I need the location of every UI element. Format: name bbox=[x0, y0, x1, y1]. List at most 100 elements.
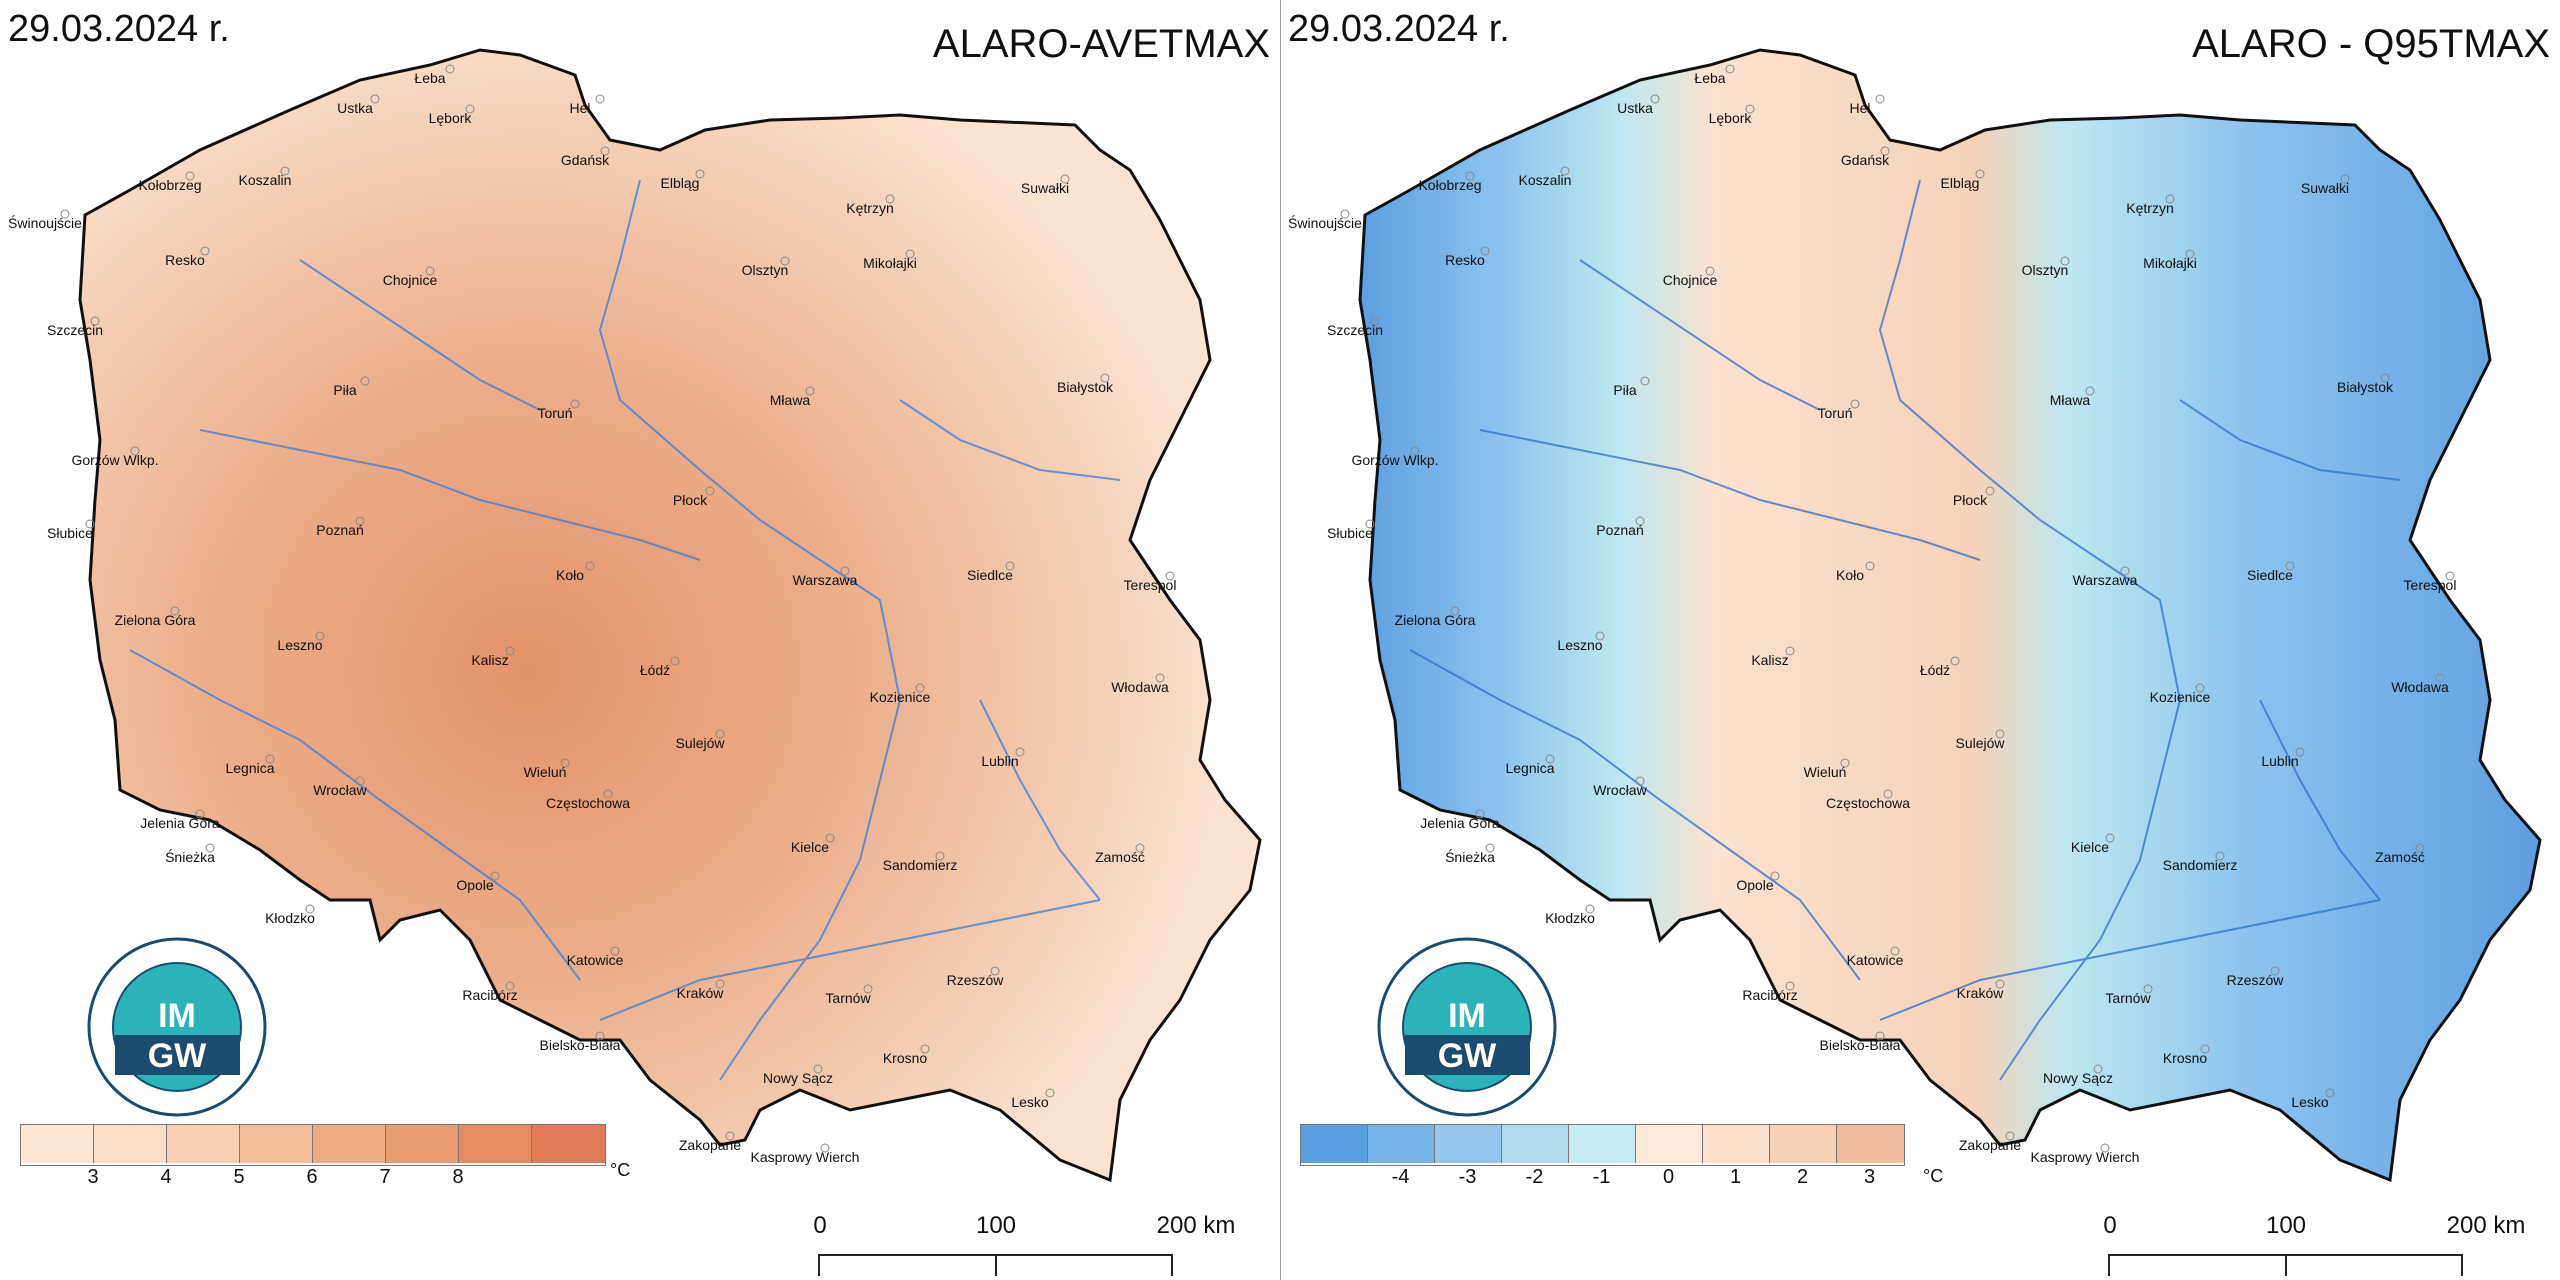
city-label: Leszno bbox=[277, 637, 322, 653]
legend-tick-label: 2 bbox=[1796, 1166, 1809, 1188]
city-label: Sandomierz bbox=[2163, 857, 2238, 873]
city-label: Gorzów Wlkp. bbox=[1351, 452, 1438, 468]
city-label: Tarnów bbox=[2105, 990, 2151, 1006]
legend-swatch bbox=[1301, 1125, 1368, 1163]
city-marker bbox=[1985, 486, 1995, 496]
city-label: Mława bbox=[2050, 392, 2091, 408]
scale-label-200: 200 km bbox=[2446, 1212, 2526, 1239]
city-marker bbox=[185, 171, 195, 181]
city-marker bbox=[1785, 981, 1795, 991]
city-marker bbox=[1155, 673, 1165, 683]
city-marker bbox=[280, 166, 290, 176]
city-label: Kętrzyn bbox=[846, 200, 893, 216]
city-label: Szczecin bbox=[1327, 322, 1383, 338]
city-marker bbox=[2093, 1064, 2103, 1074]
city-labels: Łeba Ustka Lębork Hel Gdańsk Kołobrzeg Koszali… bbox=[1288, 64, 2456, 1165]
city-marker bbox=[1770, 871, 1780, 881]
city-label: Sandomierz bbox=[883, 857, 958, 873]
city-marker bbox=[695, 169, 705, 179]
city-label: Lębork bbox=[429, 110, 473, 126]
city-label: Kętrzyn bbox=[2126, 200, 2173, 216]
city-marker bbox=[595, 94, 605, 104]
city-label: Częstochowa bbox=[546, 795, 630, 811]
legend-swatch bbox=[1770, 1125, 1837, 1163]
city-marker bbox=[1995, 729, 2005, 739]
legend-ticks: 3 4 5 6 7 8 bbox=[20, 1166, 720, 1196]
poland-outline bbox=[1358, 48, 2542, 1183]
city-label: Legnica bbox=[1505, 760, 1554, 776]
city-marker bbox=[1365, 519, 1375, 529]
city-marker bbox=[1950, 656, 1960, 666]
legend-swatch bbox=[459, 1125, 532, 1163]
city-marker bbox=[85, 519, 95, 529]
legend-tick-label: 7 bbox=[379, 1166, 391, 1188]
city-label: Resko bbox=[1445, 252, 1485, 268]
city-marker bbox=[1370, 316, 1380, 326]
city-label: Świnoujście bbox=[1288, 214, 1362, 231]
city-label: Chojnice bbox=[1663, 272, 1718, 288]
city-label: Katowice bbox=[567, 952, 624, 968]
city-marker bbox=[1635, 516, 1645, 526]
city-marker bbox=[1785, 646, 1795, 656]
city-label: Mława bbox=[770, 392, 811, 408]
city-label: Suwałki bbox=[2301, 180, 2349, 196]
city-label: Elbląg bbox=[661, 175, 700, 191]
city-marker bbox=[705, 486, 715, 496]
city-marker bbox=[1995, 979, 2005, 989]
city-marker bbox=[90, 316, 100, 326]
city-marker bbox=[863, 984, 873, 994]
city-marker bbox=[1060, 174, 1070, 184]
legend-tick-label: -4 bbox=[1391, 1166, 1410, 1188]
city-label: Koszalin bbox=[239, 172, 292, 188]
city-marker bbox=[2415, 843, 2425, 853]
panel-q95tmax: Łeba Ustka Lębork Hel Gdańsk Kołobrzeg Koszali… bbox=[1280, 0, 2560, 1280]
city-label: Legnica bbox=[225, 760, 274, 776]
city-label: Koszalin bbox=[1519, 172, 1572, 188]
city-label: Suwałki bbox=[1021, 180, 1069, 196]
city-marker bbox=[1480, 246, 1490, 256]
city-label: Słubice bbox=[47, 525, 93, 541]
city-marker bbox=[610, 946, 620, 956]
scale-label-100: 100 bbox=[2265, 1212, 2307, 1239]
city-label: Lublin bbox=[981, 753, 1018, 769]
city-marker bbox=[935, 851, 945, 861]
city-marker bbox=[2435, 673, 2445, 683]
city-marker bbox=[1560, 166, 1570, 176]
city-marker bbox=[1015, 747, 1025, 757]
scale-label-0: 0 bbox=[2103, 1212, 2117, 1239]
city-marker bbox=[1045, 1088, 1055, 1098]
city-label: Poznań bbox=[1596, 522, 1643, 538]
city-marker bbox=[2105, 833, 2115, 843]
city-label: Warszawa bbox=[2073, 572, 2138, 588]
legend-swatch bbox=[313, 1125, 386, 1163]
city-marker bbox=[130, 446, 140, 456]
city-marker bbox=[1545, 754, 1555, 764]
city-label: Rzeszów bbox=[947, 972, 1005, 988]
city-marker bbox=[2445, 571, 2455, 581]
city-label: Rzeszów bbox=[2227, 972, 2285, 988]
city-label: Resko bbox=[165, 252, 205, 268]
city-label: Słubice bbox=[1327, 525, 1373, 541]
city-label: Racibórz bbox=[462, 987, 517, 1003]
city-marker bbox=[820, 1143, 830, 1153]
svg-text:IM: IM bbox=[158, 997, 196, 1035]
city-marker bbox=[1135, 843, 1145, 853]
imgw-logo-icon: IM GW bbox=[1377, 937, 1557, 1117]
city-marker bbox=[490, 871, 500, 881]
city-marker bbox=[1635, 776, 1645, 786]
scale-tick bbox=[2461, 1254, 2463, 1276]
city-label: Tarnów bbox=[825, 990, 871, 1006]
city-marker bbox=[1005, 561, 1015, 571]
legend-swatch bbox=[21, 1125, 94, 1163]
city-label: Hel bbox=[569, 100, 590, 116]
rivers bbox=[1409, 179, 2401, 1081]
city-marker bbox=[1650, 94, 1660, 104]
city-marker bbox=[60, 209, 70, 219]
legend-swatch bbox=[94, 1125, 167, 1163]
city-label: Białystok bbox=[2337, 379, 2394, 395]
city-label: Olsztyn bbox=[742, 262, 789, 278]
legend-tick-label: 4 bbox=[160, 1166, 172, 1188]
scale-label-100: 100 bbox=[975, 1212, 1017, 1239]
city-marker bbox=[170, 606, 180, 616]
svg-text:GW: GW bbox=[1438, 1037, 1497, 1075]
